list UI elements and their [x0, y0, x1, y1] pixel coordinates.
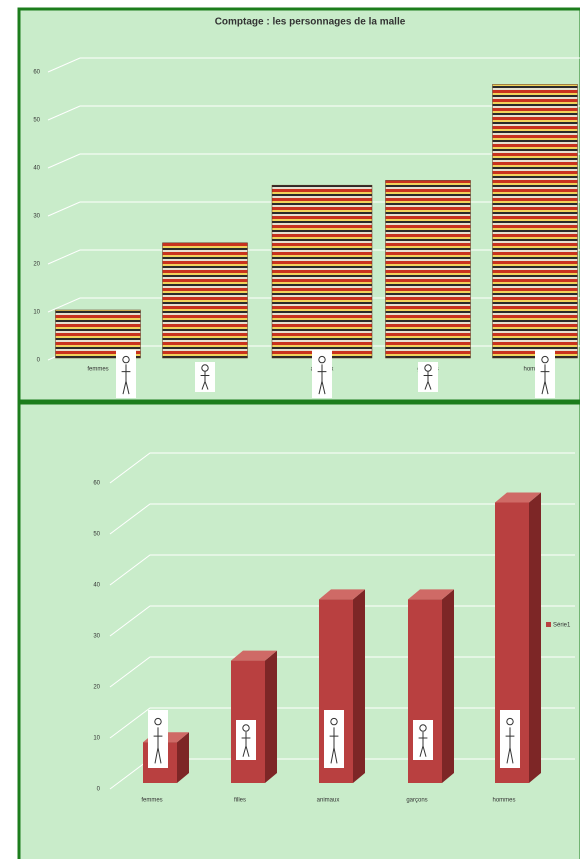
- figure-head: [122, 355, 130, 364]
- y-tick-label: 20: [33, 262, 40, 268]
- figure-icon: [324, 710, 344, 768]
- figure-head: [419, 724, 427, 732]
- y-tick-label: 10: [93, 736, 100, 742]
- y-tick-label: 20: [93, 685, 100, 691]
- figure-body: [540, 364, 550, 395]
- figure-icon: [535, 350, 555, 398]
- bottom-panel: [17, 401, 580, 859]
- grid-line: [47, 57, 580, 73]
- y-tick-label: 0: [97, 787, 101, 793]
- bar-top: [495, 492, 541, 503]
- grid-line: [109, 503, 575, 535]
- y-tick-label: 50: [33, 118, 40, 124]
- figure-head: [330, 717, 338, 726]
- figure-icon: [236, 720, 256, 760]
- figure-body: [200, 371, 210, 390]
- grid-line: [47, 153, 580, 169]
- figure-body: [418, 732, 428, 757]
- x-tick-label: filles: [234, 798, 246, 804]
- figure-body: [329, 727, 339, 764]
- figure-head: [154, 717, 162, 726]
- figure-head: [506, 717, 514, 726]
- figure-body: [121, 364, 131, 395]
- y-tick-label: 30: [93, 634, 100, 640]
- figure-icon: [500, 710, 520, 768]
- figure-body: [317, 364, 327, 395]
- bar-top: [408, 589, 454, 600]
- figure-body: [505, 727, 515, 764]
- bar-side: [353, 589, 365, 783]
- y-tick-label: 30: [33, 214, 40, 220]
- book-stack: [492, 84, 578, 359]
- figure-head: [242, 724, 250, 732]
- charts: 0 10 20 30 40 50 60 femmes filles animaux garçons h…: [33, 57, 580, 804]
- y-tick-label: 10: [33, 310, 40, 316]
- figure-body: [153, 727, 163, 764]
- x-tick-label: animaux: [317, 798, 340, 804]
- y-tick-label: 60: [33, 70, 40, 76]
- figure-icon: [116, 350, 136, 398]
- x-tick-label: hommes: [492, 798, 515, 804]
- figure-icon: [148, 710, 168, 768]
- figure-head: [318, 355, 326, 364]
- figure-icon: [195, 362, 215, 392]
- legend-label: Série1: [553, 623, 571, 629]
- bar-top: [319, 589, 365, 600]
- grid-line: [47, 105, 580, 121]
- figure-icon: [418, 362, 438, 392]
- y-tick-label: 40: [93, 583, 100, 589]
- figure-icon: [413, 720, 433, 760]
- legend-swatch: [546, 622, 551, 627]
- book-stack: [271, 184, 373, 359]
- bar-side: [529, 492, 541, 783]
- book-stack: [162, 242, 248, 359]
- grid-line: [109, 554, 575, 586]
- y-tick-label: 40: [33, 166, 40, 172]
- x-tick-label: garçons: [406, 798, 427, 804]
- y-tick-label: 0: [37, 358, 41, 364]
- bar-side: [177, 732, 189, 783]
- y-tick-label: 60: [93, 481, 100, 487]
- x-tick-label: femmes: [141, 798, 162, 804]
- figure-head: [541, 355, 549, 364]
- y-tick-label: 50: [93, 532, 100, 538]
- bar-side: [442, 589, 454, 783]
- figure-body: [423, 371, 433, 390]
- chart-title: Comptage : les personnages de la malle: [215, 17, 406, 28]
- figure-body: [241, 732, 251, 757]
- x-tick-label: femmes: [87, 367, 108, 373]
- bar-side: [265, 650, 277, 783]
- book-stack: [385, 180, 471, 359]
- bar-top: [231, 650, 277, 661]
- grid-line: [109, 452, 575, 484]
- figure-icon: [312, 350, 332, 398]
